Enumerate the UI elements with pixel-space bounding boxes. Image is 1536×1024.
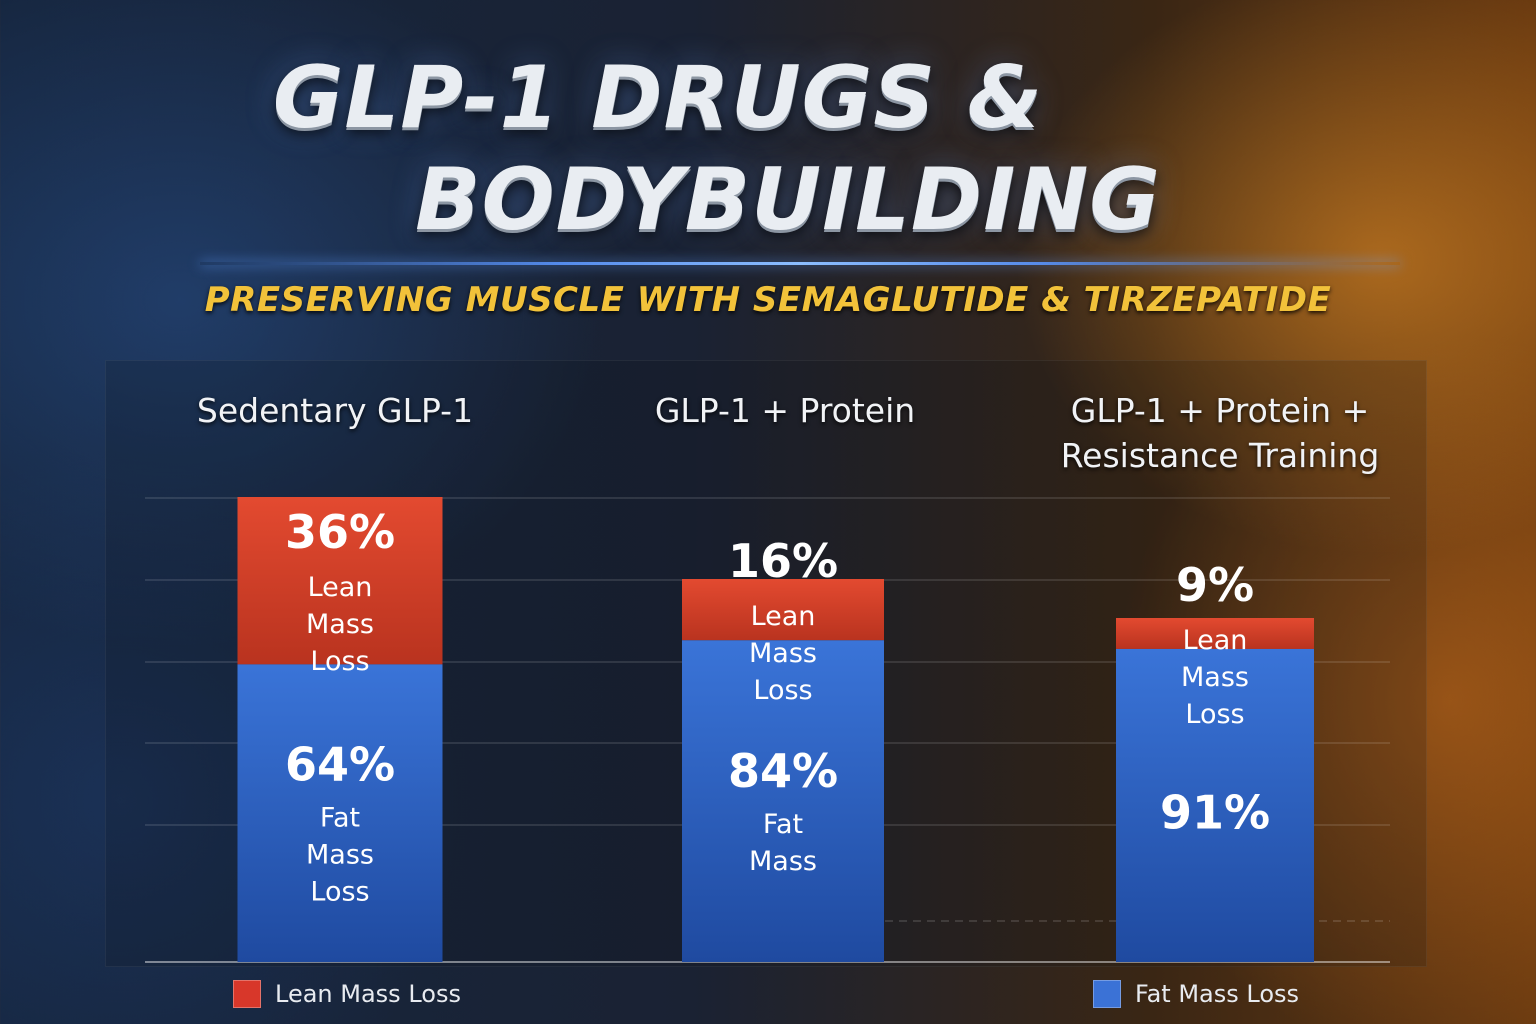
bar-lean-caption-2: Mass bbox=[749, 638, 817, 669]
bar-fat-caption-2: Fat bbox=[763, 809, 803, 840]
bar-lean-caption-2: Lean bbox=[751, 601, 816, 632]
bar-lean-caption-2: Loss bbox=[753, 675, 812, 706]
bar-lean-1 bbox=[237, 497, 443, 665]
bar-fat-value-3: 91% bbox=[1160, 785, 1270, 839]
bar-fat-value-2: 84% bbox=[728, 744, 838, 798]
bar-lean-3 bbox=[1116, 618, 1314, 649]
bar-fat-1 bbox=[237, 664, 443, 962]
bar-fat-caption-1: Loss bbox=[310, 877, 369, 908]
bar-lean-value-1: 36% bbox=[285, 505, 395, 559]
bar-lean-value-3: 9% bbox=[1176, 558, 1254, 612]
page-title-line-1: GLP-1 DRUGS & bbox=[272, 48, 1044, 148]
bar-lean-caption-1: Mass bbox=[306, 609, 374, 640]
bar-lean-caption-3: Loss bbox=[1185, 699, 1244, 730]
bar-fat-caption-1: Fat bbox=[320, 803, 360, 834]
bar-fat-2 bbox=[682, 640, 884, 962]
bar-lean-caption-3: Mass bbox=[1181, 662, 1249, 693]
category-label-2: GLP-1 + Protein bbox=[654, 391, 916, 430]
bar-lean-caption-3: Lean bbox=[1183, 625, 1248, 656]
bar-lean-caption-1: Lean bbox=[308, 572, 373, 603]
page-subtitle: PRESERVING MUSCLE WITH SEMAGLUTIDE & TIR… bbox=[204, 280, 1332, 320]
fat-swatch bbox=[1093, 980, 1121, 1008]
bar-lean-value-2: 16% bbox=[728, 534, 838, 588]
bar-fat-3 bbox=[1116, 648, 1314, 962]
legend-label-fat: Fat Mass Loss bbox=[1135, 980, 1300, 1008]
bar-fat-value-1: 64% bbox=[285, 738, 395, 792]
bar-fat-caption-1: Mass bbox=[306, 840, 374, 871]
page-title-line-2: BODYBUILDING bbox=[415, 150, 1161, 250]
legend-label-lean: Lean Mass Loss bbox=[275, 980, 461, 1008]
lean-swatch bbox=[233, 980, 261, 1008]
category-label-1: Sedentary GLP-1 bbox=[196, 391, 474, 430]
title-divider bbox=[200, 262, 1400, 265]
bar-fat-caption-2: Mass bbox=[749, 846, 817, 877]
bar-lean-caption-1: Loss bbox=[310, 646, 369, 677]
bar-lean-2 bbox=[682, 579, 884, 641]
category-label-3: GLP-1 + Protein + Resistance Training bbox=[1060, 391, 1380, 475]
legend-item-lean: Lean Mass Loss bbox=[233, 980, 461, 1008]
legend-item-fat: Fat Mass Loss bbox=[1093, 980, 1299, 1008]
